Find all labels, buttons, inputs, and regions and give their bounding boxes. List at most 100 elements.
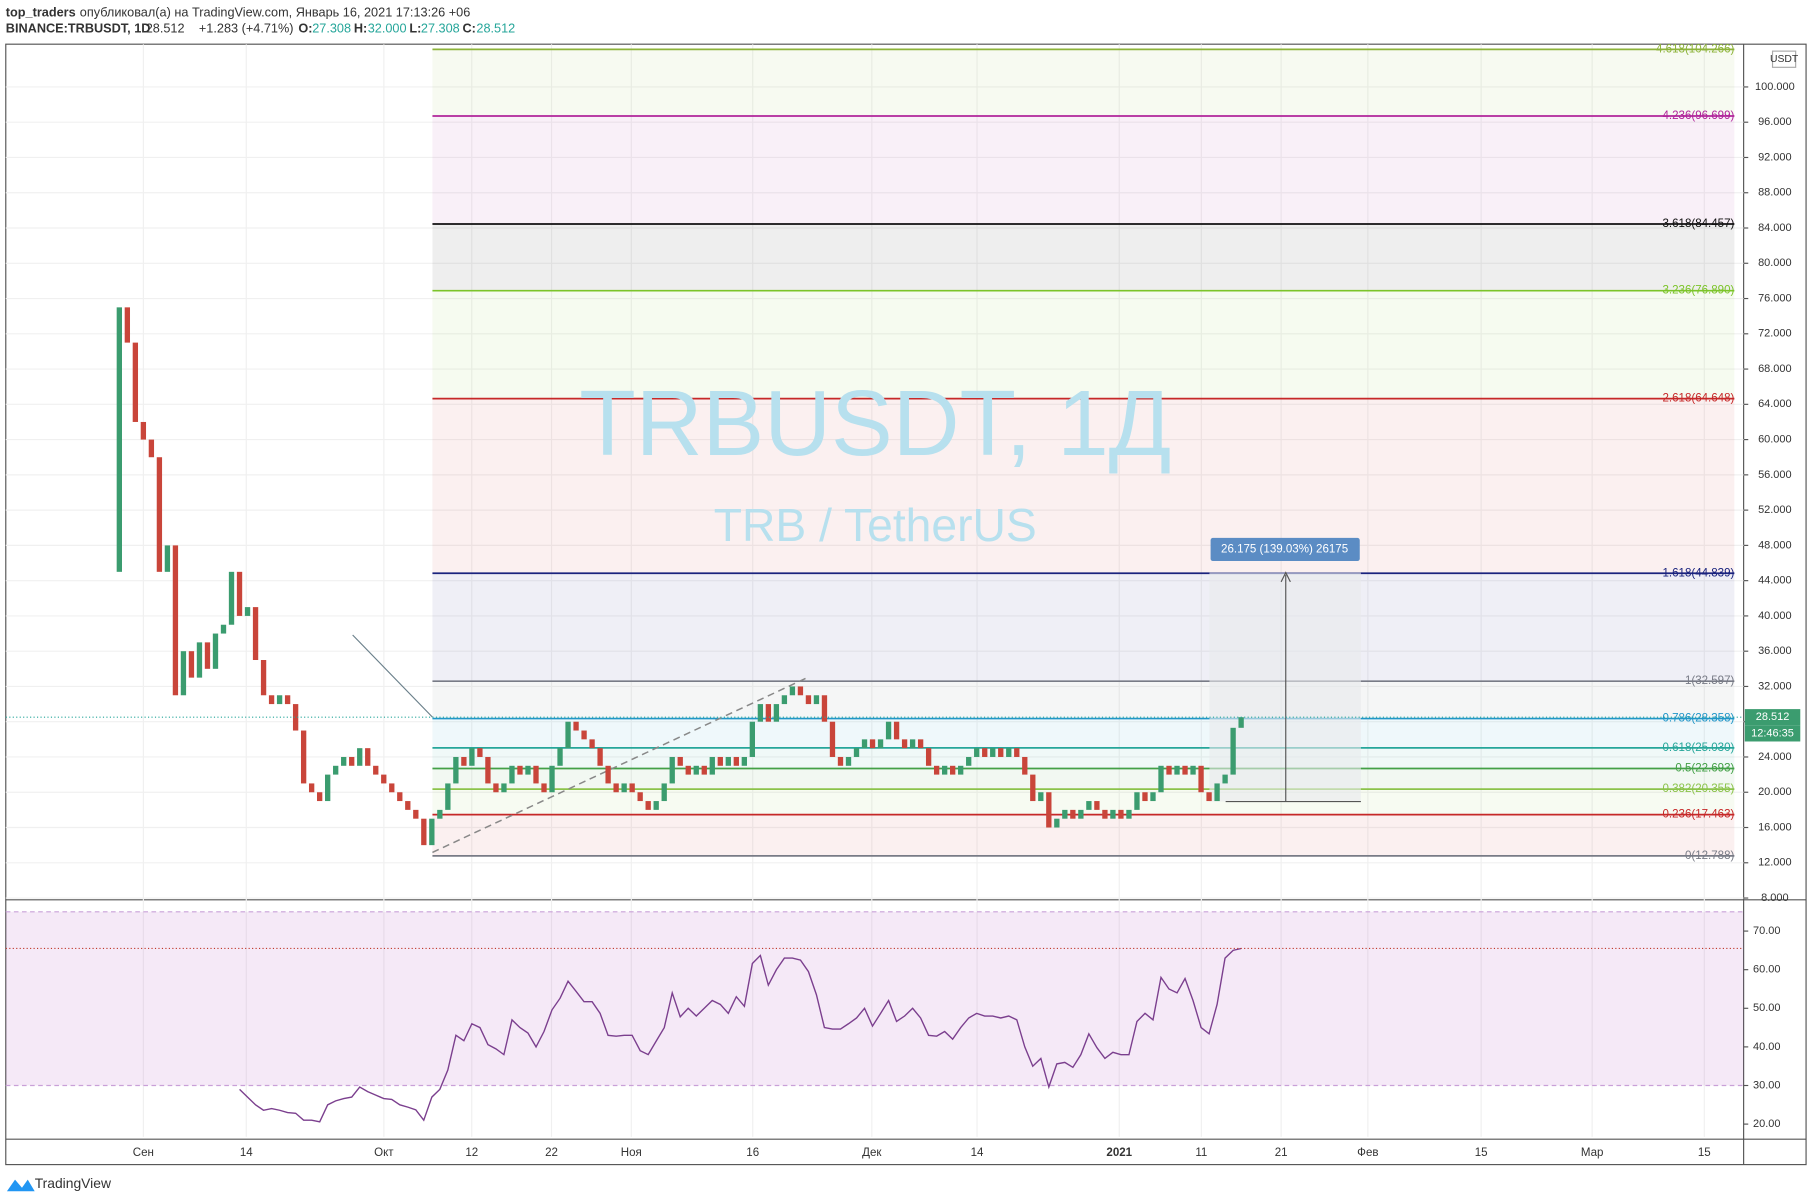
candle-body (1190, 765, 1196, 775)
rsi-band (5, 911, 1744, 1086)
header: top_traders опубликовал(а) на TradingVie… (6, 4, 515, 35)
candle-body (325, 774, 331, 802)
candle-body (252, 607, 259, 661)
time-label: Окт (374, 1147, 394, 1159)
candle-body (228, 571, 235, 625)
footer: TradingView (6, 1175, 112, 1192)
candle-body (1102, 809, 1108, 819)
candle-body (349, 756, 355, 766)
candle-body (341, 756, 347, 766)
candle-body (821, 695, 828, 722)
candle-body (781, 695, 788, 705)
candle-body (333, 765, 339, 775)
time-label: 14 (971, 1147, 984, 1159)
candle-body (982, 748, 988, 757)
candle-body (1158, 765, 1164, 793)
fib-zone (432, 290, 1735, 399)
watermark-symbol: TRBUSDT, 1Д (579, 371, 1171, 475)
l-label: L: (409, 21, 421, 36)
candle-body (180, 651, 187, 696)
fib-zone (432, 223, 1735, 291)
candle-body (365, 748, 371, 766)
candle-body (685, 765, 691, 775)
candle-body (773, 704, 780, 722)
candle-body (1134, 792, 1140, 810)
fib-label: 1.618(44.839) (1662, 567, 1734, 579)
candle-body (212, 633, 219, 669)
candle-body (517, 765, 523, 775)
axes: Сен 14 Окт 12 22 Ноя 16 Дек 14 2021 11 21 Фев 15 Мар 15… (133, 81, 1801, 1159)
candle-body (565, 721, 571, 749)
candle-body (381, 774, 387, 784)
candle-body (597, 748, 603, 766)
fib-zone (432, 747, 1735, 769)
candle-body (188, 651, 195, 678)
candle-body (701, 765, 707, 775)
candle-body (1038, 792, 1044, 802)
rsi-tick-label: 70.00 (1753, 925, 1780, 937)
candle-body (405, 801, 411, 810)
candle-body (140, 421, 147, 440)
fib-label: 4.618(104.266) (1656, 43, 1734, 55)
measure-box (1210, 537, 1360, 562)
fib-zone (432, 681, 1735, 719)
fib-zone (432, 398, 1735, 574)
ma-line (352, 634, 433, 718)
candle-body (268, 695, 275, 705)
time-label: 15 (1698, 1147, 1711, 1159)
candle-body (300, 730, 307, 784)
candle-body (501, 783, 507, 793)
time-label: 22 (545, 1147, 558, 1159)
candle-body (901, 739, 908, 749)
candles (5, 307, 1744, 846)
c-label: C: (463, 21, 476, 36)
price-tick-label: 8.000 (1761, 892, 1788, 904)
candle-body (116, 307, 122, 572)
candle-body (1150, 792, 1156, 802)
candle-body (525, 765, 531, 775)
time-label: Сен (133, 1147, 154, 1159)
price-tick-label: 72.000 (1758, 328, 1792, 340)
price-box (1744, 709, 1801, 726)
price-box-label: 28.512 (1756, 711, 1790, 723)
price-tick-label: 100.000 (1755, 81, 1795, 93)
candle-body (557, 748, 563, 766)
candle-body (877, 739, 884, 749)
price-tick-label: 80.000 (1758, 257, 1792, 269)
candle-body (837, 756, 844, 766)
published-text: опубликовал(а) на TradingView.com, Январ… (80, 4, 471, 19)
price-tick-label: 16.000 (1758, 821, 1792, 833)
candle-body (581, 730, 587, 740)
fib-label: 1(32.597) (1685, 675, 1735, 687)
price-tick-label: 32.000 (1758, 680, 1792, 692)
candle-body (1142, 792, 1148, 802)
price-tick-label: 56.000 (1758, 469, 1792, 481)
candle-body (909, 739, 916, 749)
candle-body (765, 704, 772, 722)
candle-body (1182, 765, 1188, 775)
candle-body (1078, 809, 1084, 819)
candle-body (220, 624, 227, 634)
candle-body (958, 765, 964, 775)
time-label: Дек (862, 1147, 882, 1159)
time-label: 14 (240, 1147, 253, 1159)
candle-body (693, 765, 699, 775)
candle-body (485, 756, 491, 784)
candle-body (1230, 727, 1236, 775)
countdown-box (1744, 725, 1801, 742)
candle-body (429, 818, 435, 846)
countdown: 12:46:35 (1751, 727, 1794, 739)
candle-body (1086, 801, 1092, 810)
grid (5, 44, 1744, 1137)
candle-body (1054, 818, 1060, 828)
currency: USDT (1770, 54, 1799, 65)
candle-body (541, 783, 547, 793)
fib-retracement: 0(12.788) 0.236(17.463) 0.382(20.355) 0.5(2… (432, 43, 1735, 862)
rsi-tick-label: 40.00 (1753, 1041, 1780, 1053)
candle-body (389, 783, 395, 793)
measure-arrowhead (1280, 571, 1291, 583)
candle-body (1222, 774, 1228, 784)
price-tick-label: 92.000 (1758, 151, 1792, 163)
candle-body (1174, 765, 1180, 775)
candle-body (445, 783, 451, 810)
